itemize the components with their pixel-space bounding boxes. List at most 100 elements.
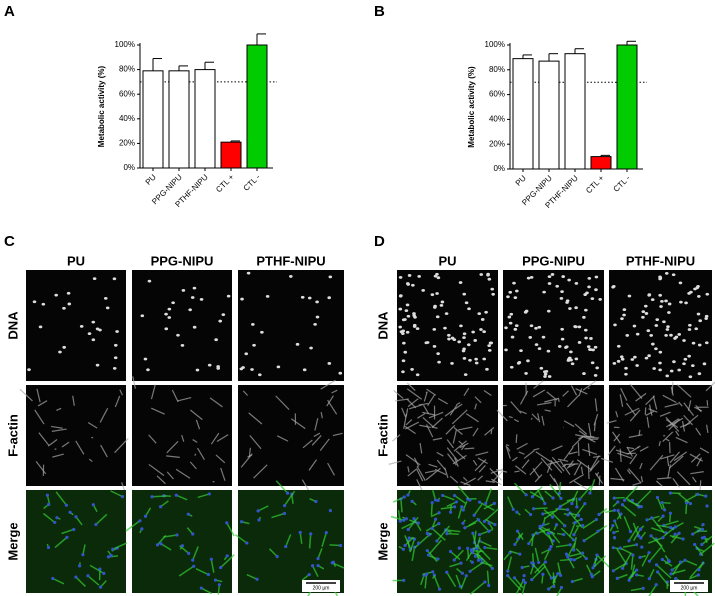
nucleus — [401, 547, 405, 551]
fiber — [283, 490, 296, 507]
fiber — [677, 492, 691, 505]
fiber — [469, 581, 486, 595]
fiber — [626, 469, 631, 475]
fiber — [567, 394, 580, 408]
fiber — [454, 457, 459, 467]
fiber — [61, 441, 70, 448]
fiber — [694, 544, 704, 557]
nucleus — [79, 325, 84, 328]
nucleus — [244, 352, 249, 356]
fiber — [484, 427, 495, 436]
nucleus — [537, 560, 541, 565]
nucleus — [430, 501, 434, 505]
fiber — [275, 480, 289, 494]
nucleus — [639, 505, 643, 509]
nucleus — [549, 544, 553, 549]
nucleus — [515, 529, 520, 533]
y-axis-label: Metabolic activity (%) — [97, 65, 106, 147]
bar — [512, 58, 534, 170]
nucleus — [611, 285, 615, 289]
fiber — [192, 546, 199, 561]
fiber — [551, 456, 565, 472]
fiber — [430, 502, 433, 516]
nucleus — [524, 493, 528, 497]
nucleus — [519, 349, 523, 352]
nucleus — [506, 569, 510, 573]
nucleus — [176, 333, 180, 337]
nucleus — [565, 301, 569, 304]
nucleus — [457, 546, 461, 550]
nucleus — [582, 372, 586, 375]
fiber — [668, 455, 684, 469]
nucleus — [407, 274, 412, 277]
fiber — [424, 574, 428, 589]
nucleus — [687, 328, 692, 331]
nucleus — [702, 535, 706, 539]
nucleus — [275, 554, 279, 559]
fiber — [536, 489, 546, 504]
nucleus — [644, 312, 649, 315]
nucleus — [219, 565, 223, 570]
nucleus — [98, 328, 102, 332]
x-tick-label: PU — [144, 172, 158, 186]
fiber — [535, 451, 551, 463]
nucleus — [621, 566, 625, 570]
nucleus — [570, 362, 575, 366]
nucleus — [691, 532, 695, 536]
nucleus — [403, 543, 407, 547]
fiber — [406, 388, 423, 400]
nucleus — [526, 359, 530, 363]
nucleus — [484, 501, 488, 506]
nucleus — [661, 536, 665, 540]
bar — [246, 44, 268, 169]
fiber — [578, 430, 593, 441]
fiber — [432, 490, 437, 501]
fiber — [567, 542, 576, 558]
nucleus — [207, 492, 211, 496]
nucleus — [430, 526, 434, 531]
nucleus — [651, 342, 655, 346]
micrograph — [503, 478, 612, 596]
nucleus — [584, 556, 588, 561]
fiber — [95, 513, 108, 526]
fiber — [88, 458, 93, 463]
fiber — [436, 459, 447, 471]
nucleus — [112, 366, 117, 370]
fiber — [513, 577, 524, 589]
x-tick-label: CTL - — [242, 172, 263, 193]
fiber — [575, 388, 588, 395]
nucleus — [547, 375, 552, 378]
nucleus — [399, 294, 403, 298]
nucleus — [307, 296, 312, 300]
nucleus — [245, 541, 249, 545]
fiber — [175, 468, 191, 479]
column-header: PTHF-NIPU — [626, 253, 695, 268]
nucleus — [328, 275, 333, 279]
nucleus — [594, 275, 599, 279]
fiber — [597, 524, 608, 532]
fiber — [572, 577, 583, 583]
fiber — [569, 474, 585, 484]
fiber — [35, 461, 47, 475]
fiber — [562, 390, 569, 397]
nucleus — [677, 531, 681, 535]
fiber — [446, 439, 454, 449]
fiber — [701, 535, 713, 546]
nucleus — [556, 572, 560, 576]
nucleus — [146, 368, 150, 372]
fiber — [613, 433, 621, 442]
nucleus — [480, 318, 485, 321]
fiber — [589, 478, 596, 494]
fiber — [445, 529, 461, 533]
fiber — [476, 536, 481, 549]
nucleus — [668, 525, 673, 530]
fiber — [460, 481, 471, 487]
nucleus — [520, 565, 524, 570]
nucleus — [668, 491, 673, 495]
fiber — [685, 502, 688, 514]
fiber — [665, 418, 680, 428]
nucleus — [543, 370, 547, 374]
nucleus — [667, 311, 671, 314]
nucleus — [92, 277, 97, 281]
fiber — [56, 407, 62, 411]
